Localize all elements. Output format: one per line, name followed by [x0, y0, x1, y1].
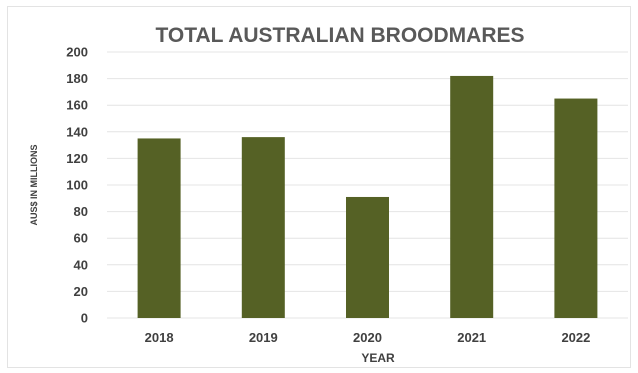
y-tick-label: 200: [66, 45, 88, 60]
gridlines: [107, 51, 628, 319]
y-tick-label: 100: [66, 178, 88, 193]
y-tick-label: 80: [74, 204, 88, 219]
chart-frame: [7, 6, 631, 368]
bar-2019: [241, 137, 285, 318]
bars: [137, 75, 598, 318]
y-tick-label: 160: [66, 98, 88, 113]
y-tick-label: 40: [74, 257, 88, 272]
y-tick-label: 20: [74, 284, 88, 299]
y-tick-label: 140: [66, 124, 88, 139]
x-tick-label: 2018: [145, 330, 174, 345]
y-tick-label: 60: [74, 231, 88, 246]
chart-title: TOTAL AUSTRALIAN BROODMARES: [155, 24, 524, 47]
y-tick-label: 180: [66, 71, 88, 86]
bar-2018: [137, 138, 181, 318]
x-tick-label: 2020: [353, 330, 382, 345]
y-tick-label: 120: [66, 151, 88, 166]
bar-2022: [554, 98, 598, 318]
y-tick-label: 0: [81, 311, 88, 326]
y-axis-ticks: 0 20 40 60 80 100 120 140 160 180 200: [66, 45, 88, 326]
y-axis-label: AUS$ IN MILLIONS: [29, 144, 39, 225]
x-axis-label: YEAR: [361, 351, 395, 365]
x-tick-label: 2019: [249, 330, 278, 345]
x-tick-label: 2021: [457, 330, 486, 345]
x-axis-ticks: 2018 2019 2020 2021 2022: [145, 330, 591, 345]
bar-2020: [346, 196, 389, 318]
bar-2021: [450, 75, 494, 318]
x-tick-label: 2022: [561, 330, 590, 345]
